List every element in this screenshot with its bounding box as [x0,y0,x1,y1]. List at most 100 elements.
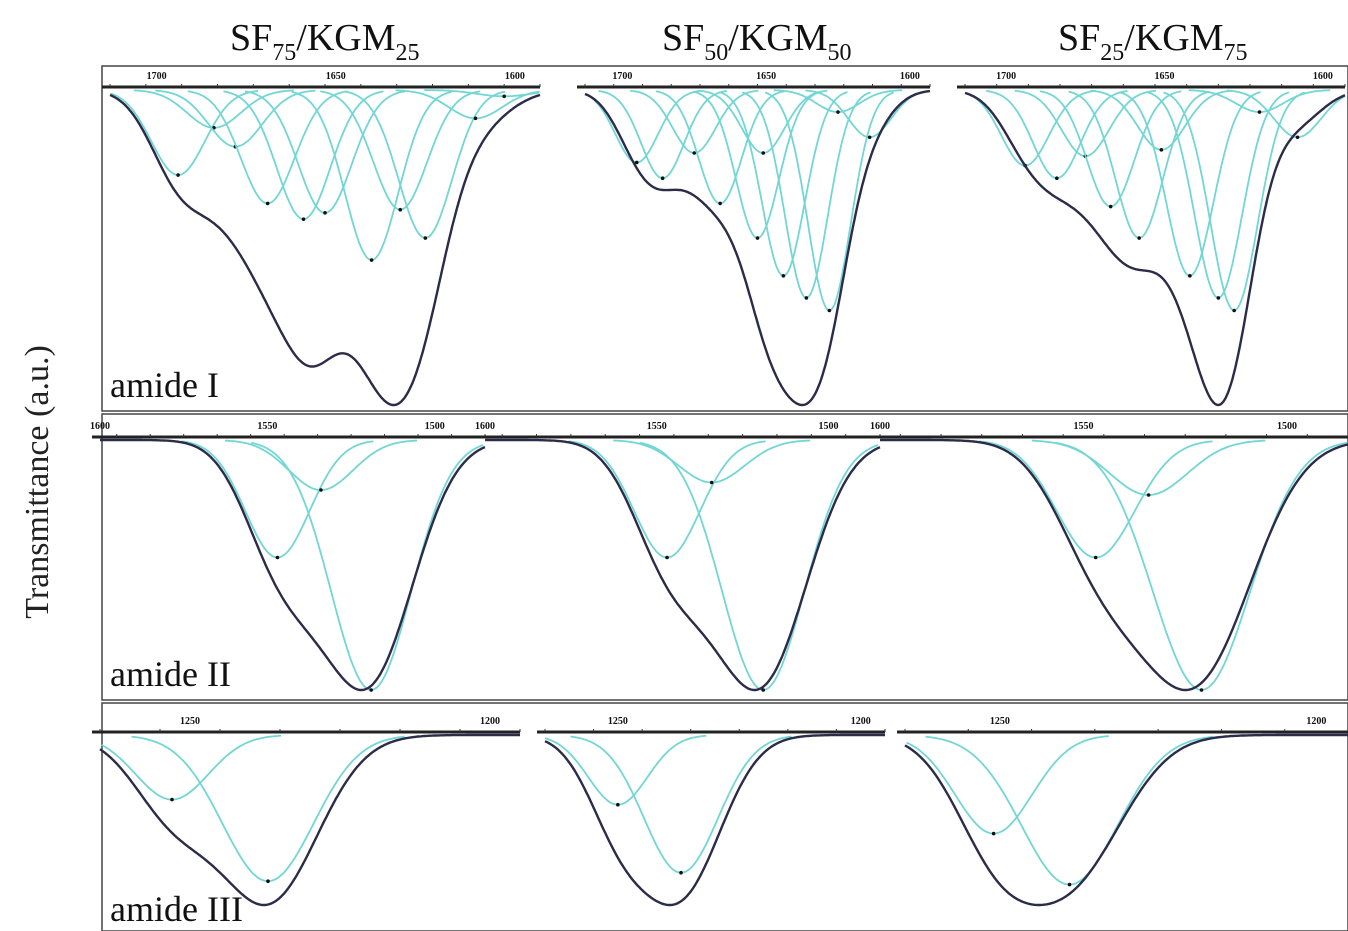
component-band [245,91,405,212]
component-peak-marker [323,211,327,215]
component-peak-marker [1258,110,1262,114]
panel-amide-ii-2: 1600 1550 1500 [475,421,880,692]
component-peak-marker [1147,493,1151,497]
component-peak-marker [1296,135,1300,139]
envelope-curve [545,735,885,905]
component-peak-marker [718,202,722,206]
component-peak-marker [276,556,280,560]
column-title-3: SF25/KGM75 [1058,17,1248,66]
component-peak-marker [679,871,683,875]
panel-amide-iii-3: 1250 1200 [897,716,1348,905]
component-peak-marker [756,236,760,240]
x-tick-label: 1700 [996,71,1016,82]
x-tick-label: 1200 [851,716,871,727]
component-band [774,90,902,112]
panel-amide-i-3: 1700 1650 1600 [957,71,1345,405]
x-tick-label: 1650 [1155,71,1175,82]
x-tick-label: 1550 [1073,421,1093,432]
component-peak-marker [828,309,832,313]
component-peak-marker [1055,176,1059,180]
x-tick-label: 1500 [1277,421,1297,432]
component-peak-marker [502,95,506,99]
component-band [224,91,384,219]
component-peak-marker [992,832,996,836]
component-peak-marker [710,481,714,485]
plot-area: 1700 1650 1600 1700 1650 1600 1700 1650 16001600… [90,71,1348,905]
component-peak-marker [1217,296,1221,300]
x-tick-label: 1650 [326,71,346,82]
component-band [1227,91,1345,138]
component-peak-marker [805,296,809,300]
component-peak-marker [1160,148,1164,152]
x-tick-label: 1600 [475,421,495,432]
component-peak-marker [761,151,765,155]
x-tick-label: 1600 [870,421,890,432]
component-peak-marker [665,556,669,560]
component-band [926,737,1214,885]
x-tick-label: 1250 [608,716,628,727]
amide-ii-row-frame [102,414,1348,700]
x-tick-label: 1500 [818,421,838,432]
envelope-curve [110,95,540,405]
component-peak-marker [1232,309,1236,313]
envelope-curve [965,93,1345,405]
component-band [979,441,1212,557]
component-peak-marker [398,208,402,212]
component-peak-marker [1188,274,1192,278]
component-band [569,441,766,557]
x-tick-label: 1200 [1306,716,1326,727]
component-band [599,91,727,178]
x-tick-label: 1250 [990,716,1010,727]
amide-i-row-frame [102,66,1348,411]
component-band [545,736,706,805]
envelope-curve [905,735,1348,905]
x-tick-label: 1600 [90,421,110,432]
component-peak-marker [424,236,428,240]
component-band [719,92,847,276]
x-tick-label: 1200 [480,716,500,727]
component-band [1189,90,1330,112]
component-band [102,736,282,800]
component-peak-marker [170,798,174,802]
component-peak-marker [1137,236,1141,240]
x-tick-label: 1650 [756,71,776,82]
component-band [251,443,483,690]
component-peak-marker [1094,556,1098,560]
component-peak-marker [266,879,270,883]
component-peak-marker [302,217,306,221]
component-peak-marker [176,173,180,177]
component-band [111,91,259,175]
component-peak-marker [782,274,786,278]
x-tick-label: 1250 [180,716,200,727]
component-peak-marker [369,688,373,692]
component-peak-marker [474,117,478,121]
component-band [1091,91,1232,150]
component-peak-marker [868,135,872,139]
component-band [656,91,784,203]
column-title-1: SF75/KGM25 [230,17,420,66]
envelope-curve [585,91,930,405]
panel-amide-iii-2: 1250 1200 [537,716,885,905]
envelope-curve [100,735,520,905]
component-peak-marker [1109,205,1113,209]
component-band [1069,92,1210,238]
x-tick-label: 1550 [647,421,667,432]
panel-amide-iii-1: 1250 1200 [92,716,520,905]
component-peak-marker [661,176,665,180]
x-tick-label: 1500 [425,421,445,432]
component-band [225,441,417,490]
component-peak-marker [1068,883,1072,887]
column-title-2: SF50/KGM50 [662,17,852,66]
component-peak-marker [266,202,270,206]
x-tick-label: 1550 [257,421,277,432]
component-peak-marker [692,151,696,155]
component-peak-marker [1200,688,1204,692]
panel-amide-i-2: 1700 1650 1600 [577,71,930,405]
x-tick-label: 1700 [147,71,167,82]
component-peak-marker [616,803,620,807]
component-band [134,90,294,127]
x-tick-label: 1600 [900,71,920,82]
component-band [132,737,405,882]
row-label-amide-iii: amide III [110,889,243,929]
